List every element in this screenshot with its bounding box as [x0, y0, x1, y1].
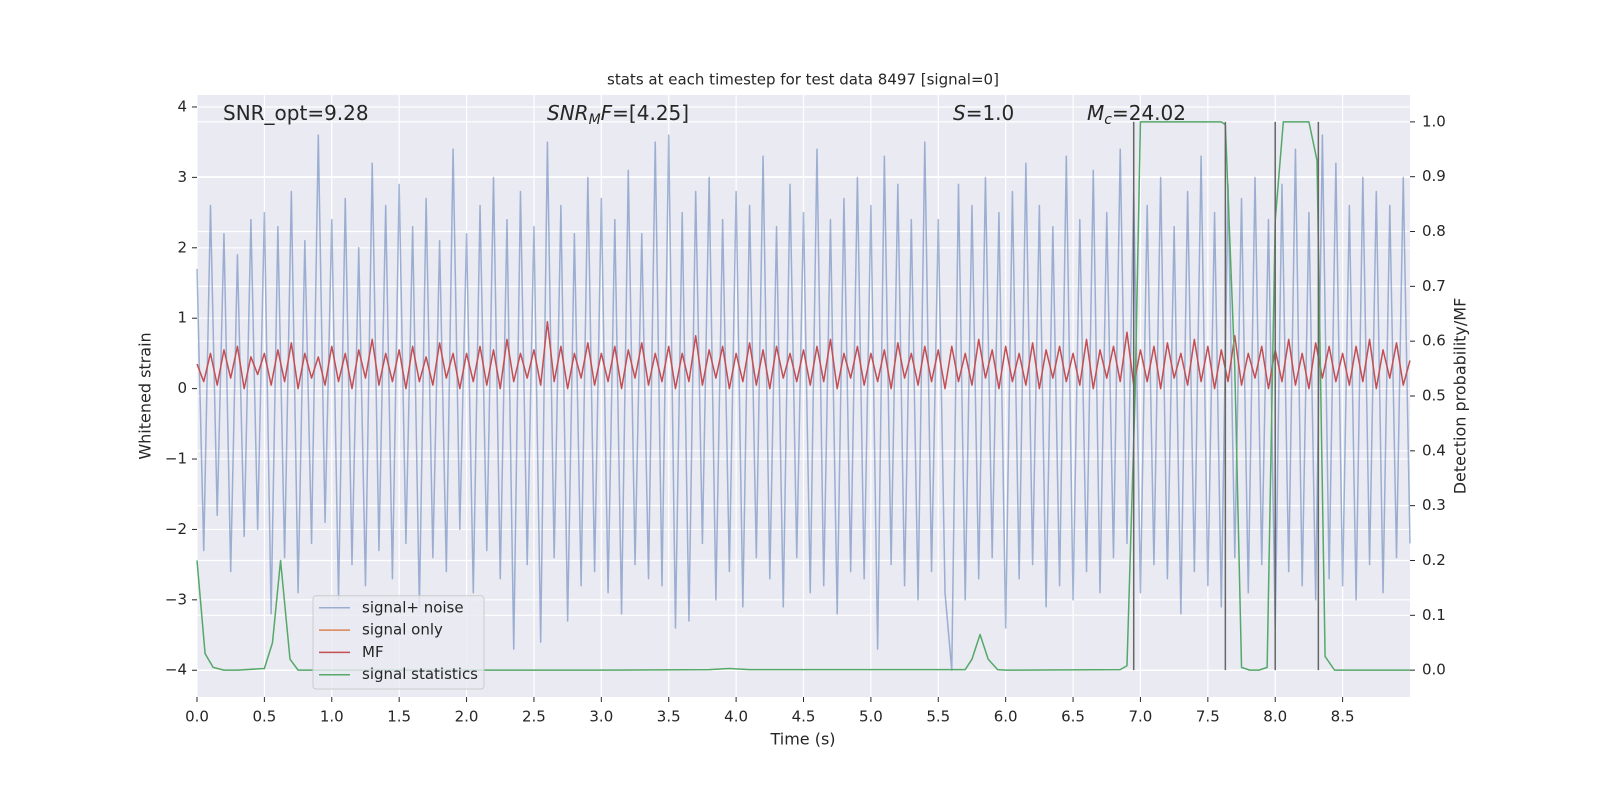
y-axis-label: Whitened strain [136, 332, 155, 459]
annotation-part: =[4.25] [612, 101, 689, 125]
y2-tick-label: 0.1 [1422, 606, 1446, 624]
x-tick-label: 8.5 [1331, 708, 1355, 726]
annotation-part: F [601, 101, 613, 125]
x-tick-label: 6.5 [1061, 708, 1085, 726]
series-line [196, 320, 1411, 390]
y-tick-label: 3 [177, 168, 187, 186]
annotation-part: c [1104, 112, 1112, 128]
x-tick-label: 1.5 [387, 708, 411, 726]
annotation-part: M [1087, 101, 1104, 125]
x-tick-label: 0.5 [252, 708, 276, 726]
y2-axis-label: Detection probability/MF [1451, 298, 1470, 495]
legend-label: MF [362, 643, 384, 661]
y2-tick-label: 0.2 [1422, 551, 1446, 569]
annotation-part: SNR [547, 101, 589, 125]
annotation-part: =1.0 [966, 101, 1015, 125]
x-tick-label: 2.5 [522, 708, 546, 726]
x-tick-label: 5.5 [926, 708, 950, 726]
x-tick-label: 8.0 [1263, 708, 1287, 726]
x-tick-label: 3.5 [657, 708, 681, 726]
y2-tick-label: 1.0 [1422, 112, 1446, 130]
y2-tick-label: 0.0 [1422, 661, 1446, 679]
y2-tick-label: 0.9 [1422, 167, 1446, 185]
axes: 0.0 0.5 1.0 1.5 2.0 2.5 3.0 3.5 4.0 4.5 5.0 5.5 6.0 6… [165, 97, 1446, 725]
x-tick-label: 7.0 [1129, 708, 1153, 726]
x-tick-label: 7.5 [1196, 708, 1220, 726]
y-tick-label: 0 [177, 379, 187, 397]
annotation: SNR_opt=9.28 [223, 101, 369, 125]
x-tick-label: 0.0 [185, 708, 209, 726]
x-tick-label: 3.0 [589, 708, 613, 726]
y2-tick-label: 0.4 [1422, 441, 1446, 459]
legend-label: signal statistics [362, 665, 478, 683]
annotation: Mc=24.02 [1087, 101, 1186, 129]
y-tick-label: −3 [165, 590, 187, 608]
series-line [196, 121, 1410, 671]
y2-tick-label: 0.3 [1422, 496, 1446, 514]
y2-tick-label: 0.5 [1422, 387, 1446, 405]
x-tick-label: 2.0 [455, 708, 479, 726]
y-tick-label: −4 [165, 661, 187, 679]
x-axis-label: Time (s) [769, 730, 835, 749]
annotation: S=1.0 [953, 101, 1014, 125]
legend-label: signal+ noise [362, 598, 464, 616]
y-tick-label: 2 [177, 238, 187, 256]
y2-tick-label: 0.7 [1422, 277, 1446, 295]
y-tick-label: 1 [177, 309, 187, 327]
legend: signal+ noise signal only MF signal statist… [312, 595, 485, 690]
x-tick-label: 1.0 [320, 708, 344, 726]
series-line [196, 134, 1411, 671]
chart-title: stats at each timestep for test data 849… [607, 71, 999, 89]
y-tick-label: −2 [165, 520, 187, 538]
annotation-part: M [589, 112, 601, 128]
annotation-part: S [953, 101, 966, 125]
legend-box [312, 595, 485, 690]
annotation-part: SNR_opt=9.28 [223, 101, 369, 125]
x-tick-label: 6.0 [994, 708, 1018, 726]
y2-tick-label: 0.8 [1422, 222, 1446, 240]
annotation: SNRMF=[4.25] [547, 101, 689, 129]
legend-label: signal only [362, 621, 443, 639]
y2-tick-label: 0.6 [1422, 332, 1446, 350]
y-tick-label: −1 [165, 450, 187, 468]
annotation-part: =24.02 [1112, 101, 1186, 125]
x-tick-label: 4.5 [792, 708, 816, 726]
y-tick-label: 4 [177, 97, 187, 115]
marks: SNR_opt=9.28 SNRMF=[4.25] S=1.0 Mc=24.02 [196, 101, 1411, 671]
x-tick-label: 4.0 [724, 708, 748, 726]
x-tick-label: 5.0 [859, 708, 883, 726]
